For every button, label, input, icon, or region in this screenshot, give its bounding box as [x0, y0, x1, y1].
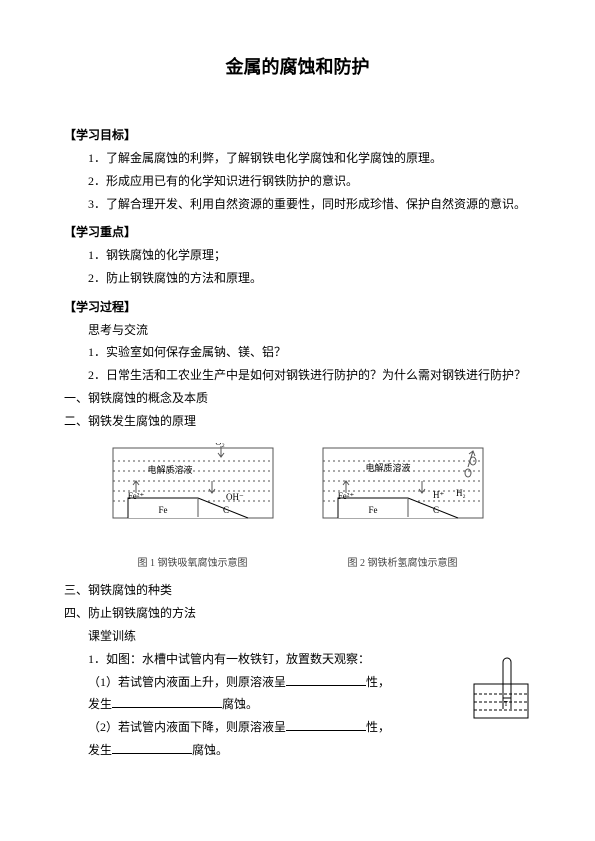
corrosion-diagram-left: O₂ 电解质溶液 Fe²⁺ OH⁻ Fe C 图 1 钢铁吸氧腐蚀示意图	[108, 443, 278, 574]
diagram-caption: 图 1 钢铁吸氧腐蚀示意图	[108, 554, 278, 573]
part-heading: 一、钢铁腐蚀的概念及本质	[64, 387, 531, 410]
discussion-item: 1．实验室如何保存金属钠、镁、铝？	[64, 341, 531, 364]
label-h2: H₂	[456, 488, 466, 498]
process-head: 【学习过程】	[64, 296, 531, 319]
keypoint-item: 2．防止钢铁腐蚀的方法和原理。	[64, 267, 531, 290]
text-fragment: （1）若试管内液面上升，则原溶液呈	[88, 675, 286, 689]
label-fe: Fe	[368, 505, 377, 515]
text-fragment: 腐蚀。	[192, 743, 228, 757]
label-c: C	[432, 505, 438, 515]
text-fragment: 发生	[88, 743, 112, 757]
objective-item: 2．形成应用已有的化学知识进行钢铁防护的意识。	[64, 170, 531, 193]
diagram-caption: 图 2 钢铁析氢腐蚀示意图	[318, 554, 488, 573]
keypoint-item: 1．钢铁腐蚀的化学原理；	[64, 244, 531, 267]
fill-blank[interactable]	[286, 718, 366, 731]
objectives-head: 【学习目标】	[64, 124, 531, 147]
keypoints-head: 【学习重点】	[64, 221, 531, 244]
text-fragment: （2）若试管内液面下降，则原溶液呈	[88, 720, 286, 734]
fill-blank[interactable]	[112, 741, 192, 754]
part-heading: 三、钢铁腐蚀的种类	[64, 579, 531, 602]
label-oh: OH⁻	[226, 492, 244, 502]
practice-subquestion: （2）若试管内液面下降，则原溶液呈 性，	[64, 716, 531, 739]
label-fe: Fe	[158, 505, 167, 515]
diagram-row: O₂ 电解质溶液 Fe²⁺ OH⁻ Fe C 图 1 钢铁吸氧腐蚀示意图	[64, 443, 531, 574]
text-fragment: 性，	[366, 720, 390, 734]
part-heading: 二、钢铁发生腐蚀的原理	[64, 410, 531, 433]
label-fe2plus: Fe²⁺	[127, 491, 144, 501]
svg-text:T: T	[504, 700, 509, 708]
objective-item: 3．了解合理开发、利用自然资源的重要性，同时形成珍惜、保护自然资源的意识。	[64, 193, 531, 216]
practice-question: 1．如图：水槽中试管内有一枚铁钉，放置数天观察：	[64, 648, 531, 671]
page-title: 金属的腐蚀和防护	[64, 50, 531, 84]
label-electrolyte: 电解质溶液	[365, 462, 410, 473]
text-fragment: 发生	[88, 697, 112, 711]
label-fe2plus: Fe²⁺	[337, 491, 354, 501]
fill-blank[interactable]	[286, 673, 366, 686]
label-hplus: H⁺	[433, 490, 444, 500]
corrosion-diagram-right: 电解质溶液 Fe²⁺ H⁺ H₂ Fe C 图 2 钢铁析氢腐蚀示意图	[318, 443, 488, 574]
objective-item: 1．了解金属腐蚀的利弊，了解钢铁电化学腐蚀和化学腐蚀的原理。	[64, 147, 531, 170]
part-heading: 四、防止钢铁腐蚀的方法	[64, 602, 531, 625]
label-c: C	[222, 505, 228, 515]
fill-blank[interactable]	[112, 695, 222, 708]
label-electrolyte: 电解质溶液	[147, 464, 192, 475]
practice-subquestion: （1）若试管内液面上升，则原溶液呈 性，	[64, 671, 531, 694]
discussion-item: 2．日常生活和工农业生产中是如何对钢铁进行防护的？为什么需对钢铁进行防护？	[64, 364, 531, 387]
practice-subquestion: 发生 腐蚀。	[64, 739, 531, 762]
label-o2: O₂	[215, 443, 225, 447]
text-fragment: 性，	[366, 675, 390, 689]
text-fragment: 腐蚀。	[222, 697, 258, 711]
practice-head: 课堂训练	[64, 625, 531, 648]
discussion-head: 思考与交流	[64, 319, 531, 342]
practice-subquestion: 发生 腐蚀。	[64, 693, 531, 716]
test-tube-figure: T	[471, 654, 531, 732]
